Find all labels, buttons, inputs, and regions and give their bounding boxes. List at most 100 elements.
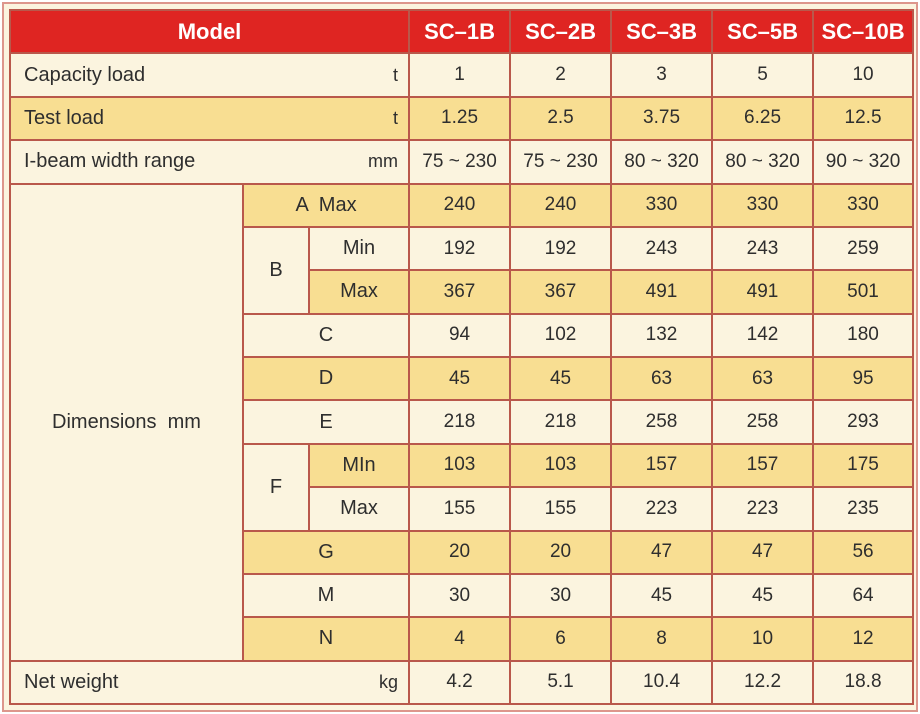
dim-name-cell: Min	[307, 225, 411, 272]
row-dim-f-min: F MIn 103 103 157 157 175	[10, 442, 915, 532]
row-label-cell: Capacity load t	[8, 52, 411, 98]
value-cell: 20	[408, 529, 512, 575]
specification-table: Model SC–1B SC–2B SC–3B SC–5B SC–10B Cap…	[8, 8, 915, 706]
value-cell: 491	[711, 269, 815, 315]
value-cell: 240	[509, 182, 613, 228]
value-cell: 94	[408, 312, 512, 359]
value-cell: 157	[711, 442, 815, 489]
value-cell: 142	[711, 312, 815, 359]
dim-name-cell: Max	[307, 269, 411, 315]
value-cell: 80 ~ 320	[610, 139, 714, 185]
row-dim-d: D 45 45 63 63 95	[10, 355, 915, 402]
value-cell: 30	[509, 572, 613, 619]
value-cell: 47	[610, 529, 714, 575]
value-cell: 330	[610, 182, 714, 228]
value-cell: 3.75	[610, 95, 714, 142]
value-cell: 258	[610, 399, 714, 445]
value-cell: 45	[610, 572, 714, 619]
dim-name-cell: A Max	[241, 182, 411, 228]
model-col-header-sc-1b: SC–1B	[408, 8, 512, 55]
value-cell: 223	[610, 486, 714, 532]
unit-label: mm	[368, 151, 399, 172]
value-cell: 12	[812, 616, 915, 662]
value-cell: 20	[509, 529, 613, 575]
value-cell: 2	[509, 52, 613, 98]
row-dim-c: C 94 102 132 142 180	[10, 312, 915, 359]
value-cell: 240	[408, 182, 512, 228]
row-label-cell: Net weight kg	[8, 659, 411, 706]
value-cell: 501	[812, 269, 915, 315]
value-cell: 90 ~ 320	[812, 139, 915, 185]
value-cell: 330	[812, 182, 915, 228]
value-cell: 180	[812, 312, 915, 359]
row-label-cell: Test load t	[8, 95, 411, 142]
value-cell: 8	[610, 616, 714, 662]
value-cell: 75 ~ 230	[509, 139, 613, 185]
value-cell: 243	[610, 225, 714, 272]
value-cell: 10	[812, 52, 915, 98]
value-cell: 47	[711, 529, 815, 575]
value-cell: 293	[812, 399, 915, 445]
row-label: Net weight	[24, 670, 119, 693]
value-cell: 5	[711, 52, 815, 98]
row-dim-n: N 4 6 8 10 12	[10, 616, 915, 662]
dim-name-cell: D	[241, 355, 411, 402]
dim-name-cell: E	[241, 399, 411, 445]
value-cell: 12.5	[812, 95, 915, 142]
value-cell: 63	[610, 355, 714, 402]
value-cell: 12.2	[711, 659, 815, 706]
value-cell: 175	[812, 442, 915, 489]
row-label-cell: I-beam width range mm	[8, 139, 411, 185]
value-cell: 95	[812, 355, 915, 402]
row-dim-e: E 218 218 258 258 293	[10, 399, 915, 445]
value-cell: 10.4	[610, 659, 714, 706]
value-cell: 75 ~ 230	[408, 139, 512, 185]
value-cell: 30	[408, 572, 512, 619]
value-cell: 1.25	[408, 95, 512, 142]
value-cell: 258	[711, 399, 815, 445]
value-cell: 235	[812, 486, 915, 532]
value-cell: 223	[711, 486, 815, 532]
value-cell: 45	[711, 572, 815, 619]
value-cell: 2.5	[509, 95, 613, 142]
value-cell: 192	[509, 225, 613, 272]
value-cell: 6	[509, 616, 613, 662]
model-col-header-sc-3b: SC–3B	[610, 8, 714, 55]
model-header-cell: Model	[8, 8, 411, 55]
unit-label: kg	[379, 671, 399, 692]
value-cell: 132	[610, 312, 714, 359]
value-cell: 4	[408, 616, 512, 662]
unit-label: t	[393, 107, 399, 128]
value-cell: 103	[509, 442, 613, 489]
value-cell: 155	[509, 486, 613, 532]
value-cell: 18.8	[812, 659, 915, 706]
value-cell: 45	[509, 355, 613, 402]
row-dim-f-max: Max 155 155 223 223 235	[10, 486, 915, 532]
value-cell: 5.1	[509, 659, 613, 706]
value-cell: 103	[408, 442, 512, 489]
dim-name-cell: C	[241, 312, 411, 359]
value-cell: 3	[610, 52, 714, 98]
row-label: Capacity load	[24, 63, 146, 86]
row-net-weight: Net weight kg 4.2 5.1 10.4 12.2 18.8	[8, 659, 915, 706]
unit-label: t	[393, 64, 399, 85]
dimensions-label-cell: Dimensions mm	[9, 182, 244, 662]
row-dim-b-max: Max 367 367 491 491 501	[10, 269, 915, 315]
value-cell: 367	[408, 269, 512, 315]
value-cell: 218	[408, 399, 512, 445]
value-cell: 192	[408, 225, 512, 272]
dim-group-cell: B	[242, 225, 310, 315]
row-capacity-load: Capacity load t 1 2 3 5 10	[8, 52, 915, 98]
row-dim-a-max: Dimensions mm A Max 240 240 330 330 330	[9, 182, 915, 662]
value-cell: 218	[509, 399, 613, 445]
value-cell: 491	[610, 269, 714, 315]
row-label: Test load	[24, 106, 105, 129]
value-cell: 157	[610, 442, 714, 489]
model-col-header-sc-2b: SC–2B	[509, 8, 613, 55]
header-row: Model SC–1B SC–2B SC–3B SC–5B SC–10B	[8, 8, 915, 55]
value-cell: 330	[711, 182, 815, 228]
value-cell: 80 ~ 320	[711, 139, 815, 185]
dim-name-cell: G	[241, 529, 411, 575]
value-cell: 4.2	[408, 659, 512, 706]
